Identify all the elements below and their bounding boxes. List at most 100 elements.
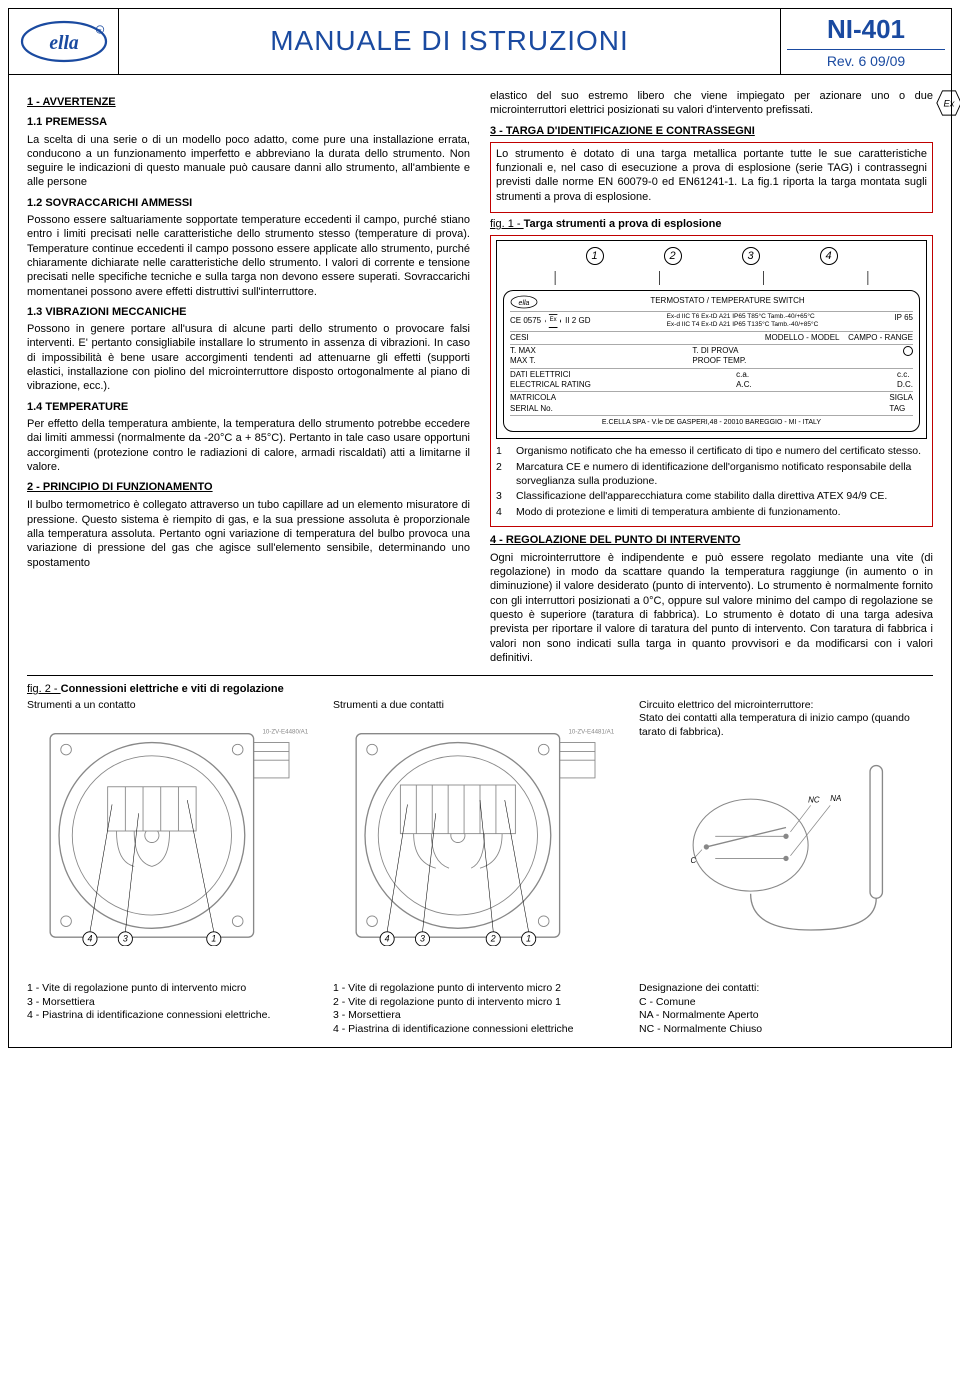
- text-sovraccarichi: Possono essere saltuariamente sopportate…: [27, 213, 470, 299]
- panel1-title: Strumenti a un contatto: [27, 699, 321, 713]
- plate-serial: SERIAL No.: [510, 404, 553, 413]
- svg-text:1: 1: [526, 934, 531, 944]
- svg-text:NC: NC: [808, 796, 820, 805]
- fig2-caption: fig. 2 - Connessioni elettriche e viti d…: [27, 682, 933, 696]
- plate-row-tmax: T. MAXMAX T. T. DI PROVAPROOF TEMP.: [510, 345, 913, 369]
- plate-dc: D.C.: [897, 380, 913, 389]
- plate-logo-icon: ella: [510, 295, 538, 309]
- microswitch-circuit-icon: NC NA C: [639, 739, 933, 969]
- fig2-lead: fig. 2 -: [27, 683, 61, 695]
- plate-proof: PROOF TEMP.: [692, 356, 746, 365]
- plate-matricola: MATRICOLA: [510, 393, 556, 402]
- fig2-panel-2: Strumenti a due contatti: [333, 699, 627, 975]
- plate-row-serial: MATRICOLASERIAL No. SIGLATAG: [510, 392, 913, 416]
- legend2-l3: 3 - Morsettiera: [333, 1009, 627, 1023]
- device-single-contact-icon: 10-ZV-E4480/A1 4 3 1: [27, 716, 321, 946]
- plate-cc: c.c.: [897, 370, 909, 379]
- plate-campo: CAMPO - RANGE: [848, 333, 913, 342]
- document-title: MANUALE DI ISTRUZIONI: [119, 9, 781, 74]
- fig2-grid: Strumenti a un contatto: [27, 699, 933, 975]
- svg-text:ella: ella: [49, 33, 78, 54]
- device-double-contact-icon: 10-ZV-E4481/A1 4 3 2 1: [333, 716, 627, 946]
- legend-text-3: Classificazione dell'apparecchiatura com…: [516, 490, 887, 504]
- legend-item-1: 1Organismo notificato che ha emesso il c…: [496, 445, 927, 459]
- legend2-l4: 4 - Piastrina di identificazione conness…: [333, 1023, 627, 1037]
- svg-text:2: 2: [490, 934, 496, 944]
- plate-ca: c.a.: [736, 370, 749, 379]
- plate-ac: A.C.: [736, 380, 752, 389]
- nameplate: ella TERMOSTATO / TEMPERATURE SWITCH CE …: [503, 290, 920, 433]
- text-continuation: elastico del suo estremo libero che vien…: [490, 89, 933, 118]
- heading-premessa: 1.1 PREMESSA: [27, 115, 470, 129]
- legend-text-4: Modo di protezione e limiti di temperatu…: [516, 506, 841, 520]
- legend-text-1: Organismo notificato che ha emesso il ce…: [516, 445, 921, 459]
- text-regolazione: Ogni microinterruttore è indipendente e …: [490, 551, 933, 665]
- legend3-na: NA - Normalmente Aperto: [639, 1009, 933, 1023]
- panel3-line2: Stato dei contatti alla temperatura di i…: [639, 712, 933, 739]
- panel2-title: Strumenti a due contatti: [333, 699, 627, 713]
- callout-4: 4: [820, 247, 838, 265]
- fig2-legends: 1 - Vite di regolazione punto di interve…: [27, 982, 933, 1037]
- fig1-rest: Targa strumenti a prova di esplosione: [524, 218, 722, 230]
- legend3-c: C - Comune: [639, 996, 933, 1010]
- red-highlight-box-1: Lo strumento è dotato di una targa metal…: [490, 142, 933, 213]
- plate-tprova: T. DI PROVA: [692, 346, 738, 355]
- plate-rating: ELECTRICAL RATING: [510, 380, 591, 389]
- svg-text:3: 3: [420, 934, 425, 944]
- red-highlight-box-2: 1 2 3 4 ella: [490, 235, 933, 526]
- text-temperature: Per effetto della temperatura ambiente, …: [27, 417, 470, 474]
- svg-text:ella: ella: [519, 300, 530, 307]
- heading-avvertenze: 1 - AVVERTENZE: [27, 95, 470, 109]
- fig2-panel-1: Strumenti a un contatto: [27, 699, 321, 975]
- heading-principio: 2 - PRINCIPIO DI FUNZIONAMENTO: [27, 480, 470, 494]
- plate-ce: CE 0575: [510, 316, 541, 326]
- header: ella R MANUALE DI ISTRUZIONI NI-401 Rev.…: [9, 9, 951, 75]
- legend1-l1: 1 - Vite di regolazione punto di interve…: [27, 982, 321, 996]
- svg-text:10-ZV-E4481/A1: 10-ZV-E4481/A1: [568, 729, 614, 736]
- legend-item-2: 2Marcatura CE e numero di identificazion…: [496, 461, 927, 488]
- plate-exd2: Ex-d IIC T4 Ex-tD A21 IP65 T135°C: [667, 321, 770, 328]
- plate-tmax: T. MAX: [510, 346, 536, 355]
- fig1-lead: fig. 1 -: [490, 218, 524, 230]
- plate-row-dati: DATI ELETTRICIELECTRICAL RATING c.a.A.C.…: [510, 369, 913, 393]
- svg-text:4: 4: [88, 934, 93, 944]
- legend1-l3: 3 - Morsettiera: [27, 996, 321, 1010]
- fig2-section: fig. 2 - Connessioni elettriche e viti d…: [27, 675, 933, 1036]
- heading-targa: 3 - TARGA D'IDENTIFICAZIONE E CONTRASSEG…: [490, 124, 933, 138]
- plate-row-cesi: CESI MODELLO - MODEL CAMPO - RANGE: [510, 332, 913, 345]
- heading-vibrazioni: 1.3 VIBRAZIONI MECCANICHE: [27, 305, 470, 319]
- plate-row-cert: CE 0575 Ex II 2 GD Ex-d IIC T6 Ex-tD A21…: [510, 312, 913, 332]
- left-column: 1 - AVVERTENZE 1.1 PREMESSA La scelta di…: [27, 89, 470, 669]
- svg-text:10-ZV-E4480/A1: 10-ZV-E4480/A1: [262, 729, 308, 736]
- fig2-rest: Connessioni elettriche e viti di regolaz…: [61, 683, 284, 695]
- callout-1: 1: [586, 247, 604, 265]
- plate-cesi: CESI: [510, 333, 529, 343]
- plate-row-top: ella TERMOSTATO / TEMPERATURE SWITCH: [510, 295, 913, 312]
- document-code: NI-401: [787, 13, 945, 47]
- text-targa: Lo strumento è dotato di una targa metal…: [496, 147, 927, 204]
- heading-sovraccarichi: 1.2 SOVRACCARICHI AMMESSI: [27, 196, 470, 210]
- legend3-nc: NC - Normalmente Chiuso: [639, 1023, 933, 1037]
- legend3-title: Designazione dei contatti:: [639, 982, 933, 996]
- ex-mark-icon: Ex: [545, 314, 561, 328]
- text-vibrazioni: Possono in genere portare all'usura di a…: [27, 322, 470, 393]
- callout-lines: [503, 271, 920, 285]
- two-columns: 1 - AVVERTENZE 1.1 PREMESSA La scelta di…: [27, 89, 933, 669]
- nameplate-figure: 1 2 3 4 ella: [496, 240, 927, 439]
- text-premessa: La scelta di una serie o di un modello p…: [27, 133, 470, 190]
- legend-panel-2: 1 - Vite di regolazione punto di interve…: [333, 982, 627, 1037]
- brand-logo-icon: ella R: [19, 19, 109, 64]
- svg-text:1: 1: [211, 934, 216, 944]
- plate-mod: MODELLO - MODEL: [765, 333, 839, 342]
- callout-row: 1 2 3 4: [503, 247, 920, 265]
- svg-text:Ex: Ex: [944, 99, 955, 109]
- text-principio: Il bulbo termometrico è collegato attrav…: [27, 498, 470, 569]
- plate-gd: II 2 GD: [565, 316, 590, 326]
- legend-item-3: 3Classificazione dell'apparecchiatura co…: [496, 490, 927, 504]
- plate-tag: TAG: [889, 404, 905, 413]
- callout-3: 3: [742, 247, 760, 265]
- header-right: NI-401 Rev. 6 09/09: [781, 9, 951, 74]
- document-revision: Rev. 6 09/09: [787, 49, 945, 70]
- callout-2: 2: [664, 247, 682, 265]
- content: 1 - AVVERTENZE 1.1 PREMESSA La scelta di…: [9, 75, 951, 1047]
